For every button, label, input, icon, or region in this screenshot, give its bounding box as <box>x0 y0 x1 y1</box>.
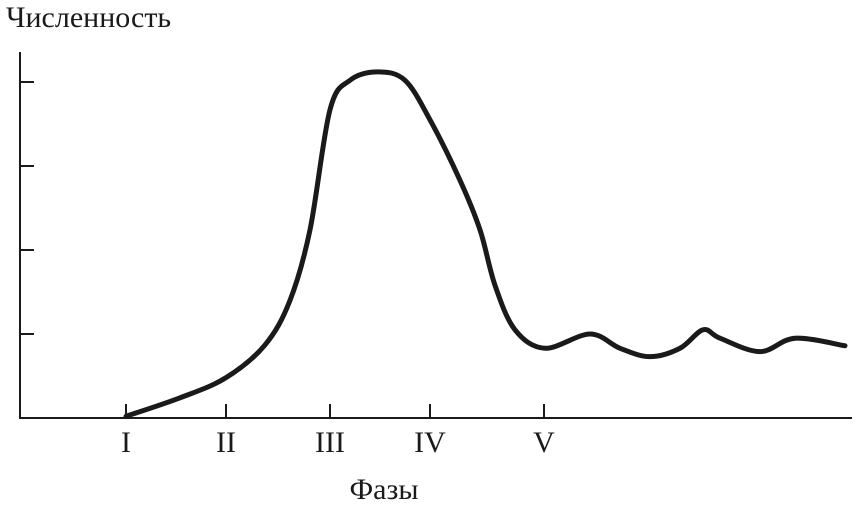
x-tick-label: I <box>121 426 131 459</box>
x-axis-label: Фазы <box>349 473 418 506</box>
x-tick-label: III <box>315 426 345 459</box>
chart-title: Численность <box>6 1 171 34</box>
x-tick-label: II <box>216 426 236 459</box>
x-tick-label: IV <box>414 426 446 459</box>
data-line <box>123 69 848 419</box>
axes <box>19 52 852 419</box>
x-tick-label: V <box>533 426 555 459</box>
